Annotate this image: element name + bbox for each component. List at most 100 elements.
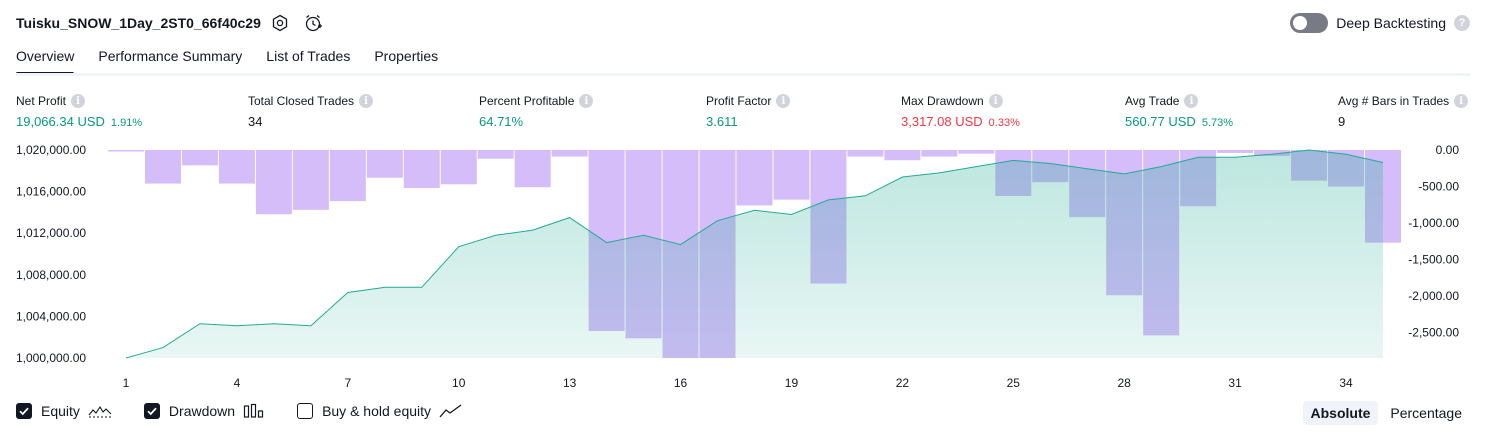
stats-row: Net Profit i 19,066.34 USD 1.91% Total Clo… — [0, 94, 1486, 134]
deep-backtesting-control: Deep Backtesting ? — [1290, 13, 1470, 33]
stat-value: 9 — [1338, 114, 1346, 129]
legend-drawdown[interactable]: Drawdown — [143, 403, 265, 419]
stat-label: Avg Trade — [1125, 94, 1180, 108]
stat-value: 3,317.08 USD — [901, 114, 983, 129]
equity-drawdown-chart[interactable]: 1,020,000.00 1,016,000.00 1,012,000.00 1,00… — [0, 138, 1486, 396]
y-right-tick-label: 0.00 — [1436, 143, 1460, 157]
legend-equity[interactable]: Equity — [16, 403, 112, 419]
y-right-tick-label: -2,000.00 — [1408, 289, 1459, 303]
legend-label: Equity — [41, 403, 80, 419]
drawdown-bar — [884, 150, 921, 161]
stat-percent: 1.91% — [110, 117, 143, 129]
deep-backtesting-toggle[interactable] — [1290, 13, 1329, 33]
checkbox-checked-icon[interactable] — [143, 403, 160, 419]
legend-label: Drawdown — [168, 403, 236, 419]
drawdown-bar — [1254, 150, 1291, 156]
drawdown-bar — [736, 150, 773, 206]
y-left-tick-label: 1,000,000.00 — [16, 351, 86, 365]
info-icon[interactable]: i — [579, 94, 594, 108]
x-tick-label: 7 — [344, 376, 351, 390]
drawdown-bar — [108, 150, 144, 152]
settings-icon[interactable] — [270, 13, 290, 33]
equity-wave-icon — [88, 403, 112, 419]
stat-net-profit: Net Profit i 19,066.34 USD 1.91% — [16, 94, 142, 129]
legend-buy-hold[interactable]: Buy & hold equity — [297, 403, 463, 419]
scale-mode-switch: Absolute Percentage — [1299, 401, 1471, 425]
stat-percent: 5.73% — [1201, 117, 1234, 129]
x-tick-label: 31 — [1228, 376, 1242, 390]
tab-list-of-trades[interactable]: List of Trades — [266, 48, 351, 64]
drawdown-bar — [440, 150, 477, 185]
stat-value: 560.77 USD — [1125, 114, 1196, 129]
drawdown-bar — [218, 150, 255, 184]
info-icon[interactable]: i — [776, 94, 791, 108]
drawdown-bar — [514, 150, 551, 188]
drawdown-bar — [144, 150, 181, 184]
x-tick-label: 22 — [896, 376, 910, 390]
y-right-tick-label: -2,500.00 — [1408, 325, 1459, 339]
stat-label: Total Closed Trades — [248, 94, 355, 108]
legend-label: Buy & hold equity — [322, 403, 432, 419]
drawdown-bar — [255, 150, 292, 215]
info-icon[interactable]: i — [359, 94, 374, 108]
tab-bar: Overview Performance Summary List of Tra… — [16, 48, 462, 75]
drawdown-bar — [773, 150, 810, 200]
tab-performance-summary[interactable]: Performance Summary — [98, 48, 243, 64]
stat-percent: 0.33% — [988, 117, 1020, 129]
stat-profit-factor: Profit Factor i 3.611 — [706, 94, 791, 129]
drawdown-bar — [1217, 150, 1254, 153]
drawdown-bar — [181, 150, 218, 166]
help-icon[interactable]: ? — [1454, 15, 1470, 31]
y-left-tick-label: 1,008,000.00 — [16, 268, 86, 282]
stat-avg-bars-in-trades: Avg # Bars in Trades i 9 — [1338, 94, 1469, 129]
stat-avg-trade: Avg Trade i 560.77 USD 5.73% — [1125, 94, 1233, 129]
checkbox-checked-icon[interactable] — [16, 403, 32, 419]
stat-value: 34 — [248, 114, 263, 129]
y-axis-right: 0.00 -500.00 -1,000.00 -1,500.00 -2,000.00 -2… — [1408, 143, 1459, 339]
chart-legend: Equity Drawdown Buy & hold equity — [16, 403, 495, 419]
stat-value: 3.611 — [706, 114, 738, 129]
drawdown-bar — [403, 150, 440, 188]
info-icon[interactable]: i — [1454, 94, 1469, 108]
stat-value: 19,066.34 USD — [16, 114, 105, 129]
y-right-tick-label: -1,500.00 — [1408, 252, 1459, 266]
percentage-button[interactable]: Percentage — [1390, 405, 1462, 421]
tab-properties[interactable]: Properties — [374, 48, 439, 64]
info-icon[interactable]: i — [71, 94, 86, 108]
stat-label: Avg # Bars in Trades — [1338, 94, 1450, 108]
stat-max-drawdown: Max Drawdown i 3,317.08 USD 0.33% — [901, 94, 1020, 129]
y-right-tick-label: -500.00 — [1418, 179, 1459, 193]
checkbox-unchecked-icon[interactable] — [297, 403, 314, 419]
bar-chart-icon — [243, 403, 265, 419]
drawdown-bar — [477, 150, 514, 159]
equity-area — [126, 150, 1383, 358]
equity-series — [125, 149, 1384, 359]
absolute-button[interactable]: Absolute — [1302, 401, 1379, 425]
x-tick-label: 16 — [674, 376, 688, 390]
stat-label: Percent Profitable — [479, 94, 575, 108]
equity-line — [125, 149, 1384, 359]
stat-label: Net Profit — [16, 94, 67, 108]
info-icon[interactable]: i — [988, 94, 1003, 108]
tab-divider — [16, 73, 1470, 76]
y-left-tick-label: 1,004,000.00 — [16, 309, 86, 323]
stat-label: Max Drawdown — [901, 94, 984, 108]
x-tick-label: 10 — [452, 376, 466, 390]
drawdown-bar — [958, 150, 995, 154]
x-tick-label: 1 — [123, 376, 130, 390]
alert-clock-icon[interactable] — [303, 13, 323, 33]
tab-overview[interactable]: Overview — [16, 48, 75, 75]
stat-value: 64.71% — [479, 114, 524, 129]
drawdown-bar — [292, 150, 329, 210]
x-tick-label: 19 — [785, 376, 799, 390]
y-right-tick-label: -1,000.00 — [1408, 216, 1459, 230]
x-tick-label: 13 — [563, 376, 577, 390]
y-axis-left: 1,020,000.00 1,016,000.00 1,012,000.00 1,00… — [16, 143, 86, 365]
x-tick-label: 34 — [1339, 376, 1353, 390]
drawdown-bar — [329, 150, 366, 202]
y-left-tick-label: 1,020,000.00 — [16, 143, 86, 157]
stat-label: Profit Factor — [706, 94, 772, 108]
drawdown-bar — [551, 150, 588, 157]
drawdown-bar — [847, 150, 884, 157]
info-icon[interactable]: i — [1184, 94, 1199, 108]
